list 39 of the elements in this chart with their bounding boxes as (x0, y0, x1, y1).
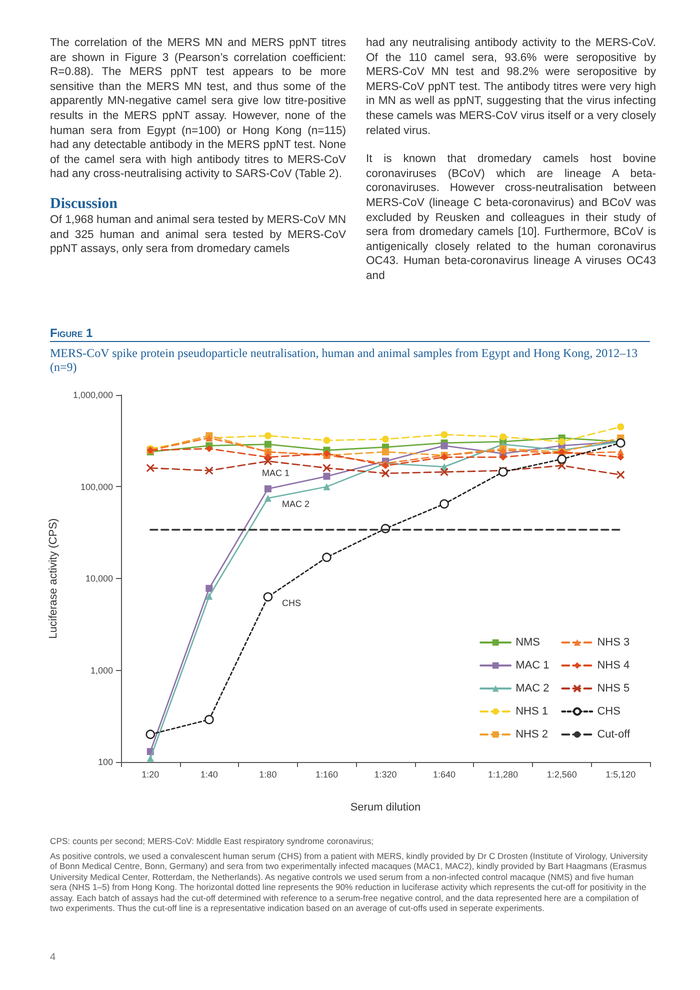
legend-label: Cut-off (597, 728, 631, 740)
legend-label: CHS (597, 706, 620, 718)
legend-label: NHS 1 (516, 706, 548, 718)
legend-label: NHS 5 (597, 682, 630, 694)
legend-label: NHS 3 (597, 636, 630, 648)
x-tick-label: 1:80 (259, 770, 277, 780)
text: 4 (50, 952, 56, 963)
text: The correlation of the MERS MN and MERS ppNT titres are shown in Figure 3 (Pearson’s correlation coefficient: R=0.88). The MERS ppNT test appears to be more sensitive than the MERS MN test, and thus some of the apparently MN-negative camel sera give low titre-positive results in the MERS ppNT assay. However, none of the human sera from Egypt (n=100) or Hong Kong (n=115) had any detectable antibody in the MERS ppNT test. None of the camel sera with high antibody titres to MERS-CoV had any cross-neutralising activity to SARS-CoV (Table 2). (50, 37, 346, 180)
chart-subtitle: MERS-CoV spike protein pseudoparticle neutralisation, human and animal samples from Egypt and Hong Kong, 2012–13 (n=9) (50, 346, 639, 374)
text: Discussion (50, 196, 119, 213)
chart-title: Figure 1 (50, 326, 650, 342)
legend-label: MAC 1 (516, 660, 550, 672)
text: CPS: counts per second; MERS-CoV: Middle East respiratory syndrome coronavirus; (50, 836, 375, 846)
x-tick-label: 1:20 (142, 770, 160, 780)
y-axis-title: Luciferase activity (CPS) (48, 518, 60, 639)
x-tick-label: 1:40 (200, 770, 218, 780)
y-tick-label: 1,000,000 (72, 390, 113, 400)
x-tick-label: 1:1,280 (488, 770, 518, 780)
x-tick-label: 1:640 (433, 770, 456, 780)
text: As positive controls, we used a convalescent human serum (CHS) from a patient with MERS, kindly provided by Dr C Drosten (Institute of Virology, University of Bonn Medical Centre, Bonn, Germany) and sera from two experimentally infected macaques (MAC1, MAC2), kindly provided by Bart Haagmans (Erasmus University Medical Center, Rotterdam, the Netherlands). As negative controls we used serum from a non-infected control macaque (NMS) and five human sera (NHS 1–5) from Hong Kong. The horizontal dotted line represents the 90% reduction in luciferase activity which represents the cut-off for positivity in the assay. Each batch of assays had the cut-off determined with reference to a serum-free negative control, and the data represented here are a compilation of two experiments. Thus the cut-off line is a representative indication based on an average of cut-offs used in seperate experiments. (50, 850, 649, 914)
legend-label: NHS 2 (516, 728, 548, 740)
annotation: CHS (282, 598, 301, 608)
text: Of 1,968 human and animal sera tested by MERS-CoV MN and 325 human and animal sera tested by MERS-CoV ppNT assays, only sera from dromedary camels (50, 212, 346, 257)
x-tick-label: 1:320 (374, 770, 397, 780)
legend-label: NHS 4 (597, 660, 630, 672)
y-tick-label: 1,000 (90, 665, 113, 676)
y-tick-label: 10,000 (85, 574, 113, 584)
annotation: MAC 2 (282, 499, 310, 510)
annotation: MAC 1 (262, 468, 290, 478)
x-axis-title: Serum dilution (350, 802, 421, 814)
legend-label: NMS (516, 636, 540, 648)
text: It is known that dromedary camels host bovine coronaviruses (BCoV) which are lineage A beta-coronaviruses. However cross-neutralisation between MERS-CoV (lineage C beta-coronavirus) and BCoV was excluded by Reusken and colleagues in their study of sera from dromedary camels [10]. Furthermore, BCoV is antigenically closely related to the human coronavirus OC43. Human beta-coronavirus lineage A viruses OC43 and (366, 153, 656, 282)
x-tick-label: 1:2,560 (546, 770, 577, 780)
x-tick-label: 1:160 (315, 770, 338, 780)
y-tick-label: 100,000 (80, 482, 113, 492)
y-tick-label: 100 (98, 757, 113, 767)
x-tick-label: 1:5,120 (606, 770, 636, 780)
text: had any neutralising antibody activity to the MERS-CoV. Of the 110 camel sera, 93.6% were seropositive by MERS-CoV MN test and 98.2% were seropositive by MERS-CoV ppNT test. The antibody titres were very high in MN as well as ppNT, suggesting that the virus infecting these camels was MERS-CoV virus itself or a very closely related virus. (366, 36, 656, 138)
legend-label: MAC 2 (516, 682, 550, 694)
